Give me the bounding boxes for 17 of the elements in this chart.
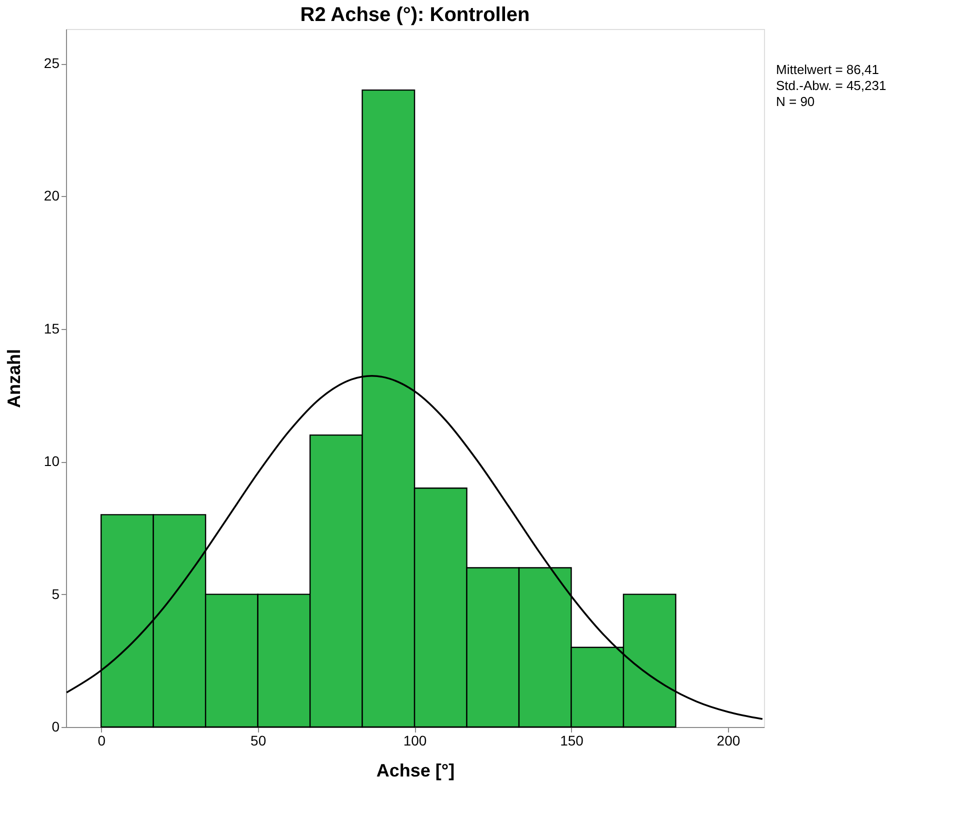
x-tick-label: 0 bbox=[98, 732, 106, 748]
text: Std.-Abw. = 45,231 bbox=[776, 78, 886, 93]
y-tick-label: 10 bbox=[44, 453, 60, 470]
x-tick-label: 150 bbox=[560, 732, 584, 748]
y-axis-title: Anzahl bbox=[4, 348, 24, 408]
chart-title: R2 Achse (°): Kontrollen bbox=[300, 4, 530, 26]
y-tick-label: 15 bbox=[44, 320, 60, 336]
x-tick-label: 50 bbox=[250, 732, 266, 748]
text: N = 90 bbox=[776, 94, 815, 109]
y-tick-label: 5 bbox=[52, 586, 60, 602]
x-axis-title: Achse [°] bbox=[376, 760, 455, 780]
y-tick-label: 20 bbox=[44, 188, 60, 204]
x-tick-label: 200 bbox=[716, 732, 740, 748]
y-tick-label: 0 bbox=[52, 718, 60, 734]
text: Mittelwert = 86,41 bbox=[776, 62, 879, 77]
y-tick-label: 25 bbox=[44, 55, 60, 71]
x-tick-label: 100 bbox=[403, 732, 427, 748]
